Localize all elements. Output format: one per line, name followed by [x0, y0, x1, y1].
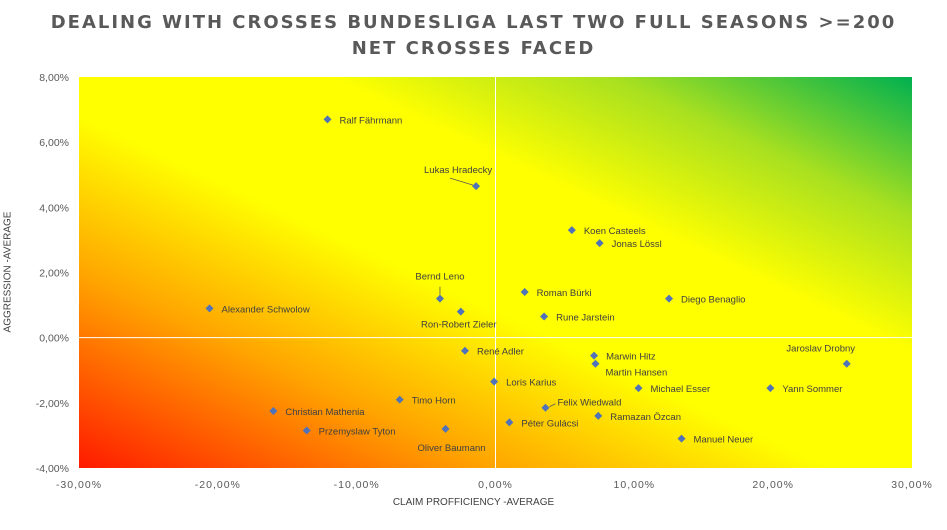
x-axis-title: CLAIM PROFFICIENCY -AVERAGE	[392, 497, 555, 508]
y-tick-label: -4,00%	[36, 463, 69, 475]
data-point-label: René Adler	[477, 347, 524, 358]
data-point-marker	[205, 304, 214, 313]
label-leader-line	[549, 403, 556, 408]
data-point-label: Manuel Neuer	[694, 435, 754, 446]
data-point-label: Christian Mathenia	[285, 407, 365, 418]
data-point-label: Felix Wiedwald	[557, 398, 621, 409]
data-point-marker	[595, 239, 604, 248]
data-point-label: Alexander Schwolow	[222, 304, 310, 315]
data-point-label: Martin Hansen	[605, 368, 667, 379]
data-point-marker	[441, 424, 450, 433]
data-point-label: Ron-Robert Zieler	[421, 320, 497, 331]
data-point-label: Oliver Baumann	[417, 443, 485, 454]
data-point-marker	[505, 418, 514, 427]
x-tick-label: -10,00%	[334, 479, 380, 491]
y-tick-label: 8,00%	[39, 72, 69, 84]
data-point-marker	[323, 115, 332, 124]
x-tick-label: 0,00%	[478, 479, 513, 491]
data-point-marker	[540, 312, 549, 321]
x-tick-label: 30,00%	[891, 479, 933, 491]
chart-title-line2: NET CROSSES FACED	[351, 38, 596, 59]
data-point-label: Jonas Lössl	[612, 239, 662, 250]
data-point-marker	[435, 294, 444, 303]
data-point-marker	[590, 351, 599, 360]
data-point-label: Roman Bürki	[537, 288, 592, 299]
data-point-marker	[591, 359, 600, 368]
data-point-label: Lukas Hradecky	[424, 165, 492, 176]
data-point-label: Ralf Fährmann	[340, 115, 403, 126]
data-point-marker	[520, 288, 529, 297]
y-tick-label: -2,00%	[36, 398, 69, 410]
data-point-label: Jaroslav Drobny	[786, 344, 855, 355]
data-point-marker	[541, 403, 550, 412]
data-point-marker	[766, 384, 775, 393]
data-point-marker	[490, 377, 499, 386]
data-point-label: Timo Horn	[412, 396, 456, 407]
data-point-label: Marwin Hitz	[606, 352, 656, 363]
label-leader-line	[449, 177, 474, 186]
data-point-label: Bernd Leno	[415, 272, 464, 283]
data-point-marker	[665, 294, 674, 303]
y-tick-label: 4,00%	[39, 202, 69, 214]
x-tick-label: 20,00%	[752, 479, 794, 491]
data-point-label: Przemyslaw Tyton	[319, 427, 396, 438]
data-point-marker	[269, 406, 278, 415]
data-point-marker	[567, 226, 576, 235]
y-tick-label: 2,00%	[39, 268, 69, 280]
data-point-marker	[460, 346, 469, 355]
data-point-label: Rune Jarstein	[556, 312, 615, 323]
x-tick-label: -30,00%	[56, 479, 102, 491]
data-point-label: Diego Benaglio	[681, 295, 745, 306]
data-point-marker	[634, 384, 643, 393]
y-tick-label: 0,00%	[39, 333, 69, 345]
data-point-marker	[472, 182, 481, 191]
y-tick-label: 6,00%	[39, 137, 69, 149]
data-point-label: Péter Gulácsi	[521, 418, 578, 429]
data-point-marker	[677, 434, 686, 443]
data-point-label: Michael Esser	[650, 384, 710, 395]
data-point-label: Ramazan Özcan	[610, 412, 681, 423]
x-tick-label: -20,00%	[195, 479, 241, 491]
data-point-marker	[302, 426, 311, 435]
data-point-marker	[456, 307, 465, 316]
chart-title-line1: DEALING WITH CROSSES BUNDESLIGA LAST TWO…	[50, 12, 897, 33]
data-point-label: Loris Karius	[506, 378, 556, 389]
y-axis-title: AGGRESSION -AVERAGE	[2, 211, 14, 333]
data-point-label: Koen Casteels	[584, 226, 646, 237]
data-point-marker	[395, 395, 404, 404]
data-point-marker	[842, 359, 851, 368]
data-point-label: Yann Sommer	[782, 384, 842, 395]
data-point-marker	[594, 411, 603, 420]
x-tick-label: 10,00%	[614, 479, 656, 491]
